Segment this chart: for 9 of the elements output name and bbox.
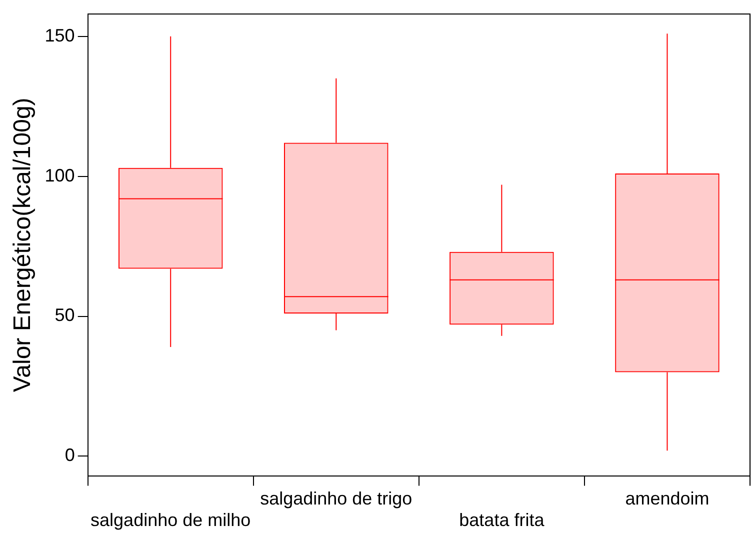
y-tick-label: 0 bbox=[64, 445, 75, 466]
y-tick-label: 150 bbox=[44, 25, 75, 46]
x-tick-label: batata frita bbox=[459, 510, 546, 530]
y-tick-label: 50 bbox=[54, 305, 75, 326]
x-tick-label: salgadinho de trigo bbox=[260, 488, 412, 509]
x-tick-label: salgadinho de milho bbox=[90, 510, 251, 530]
x-tick-label: amendoim bbox=[625, 488, 710, 509]
y-axis-title: Valor Energético(kcal/100g) bbox=[9, 98, 36, 392]
y-tick-label: 100 bbox=[44, 165, 75, 186]
